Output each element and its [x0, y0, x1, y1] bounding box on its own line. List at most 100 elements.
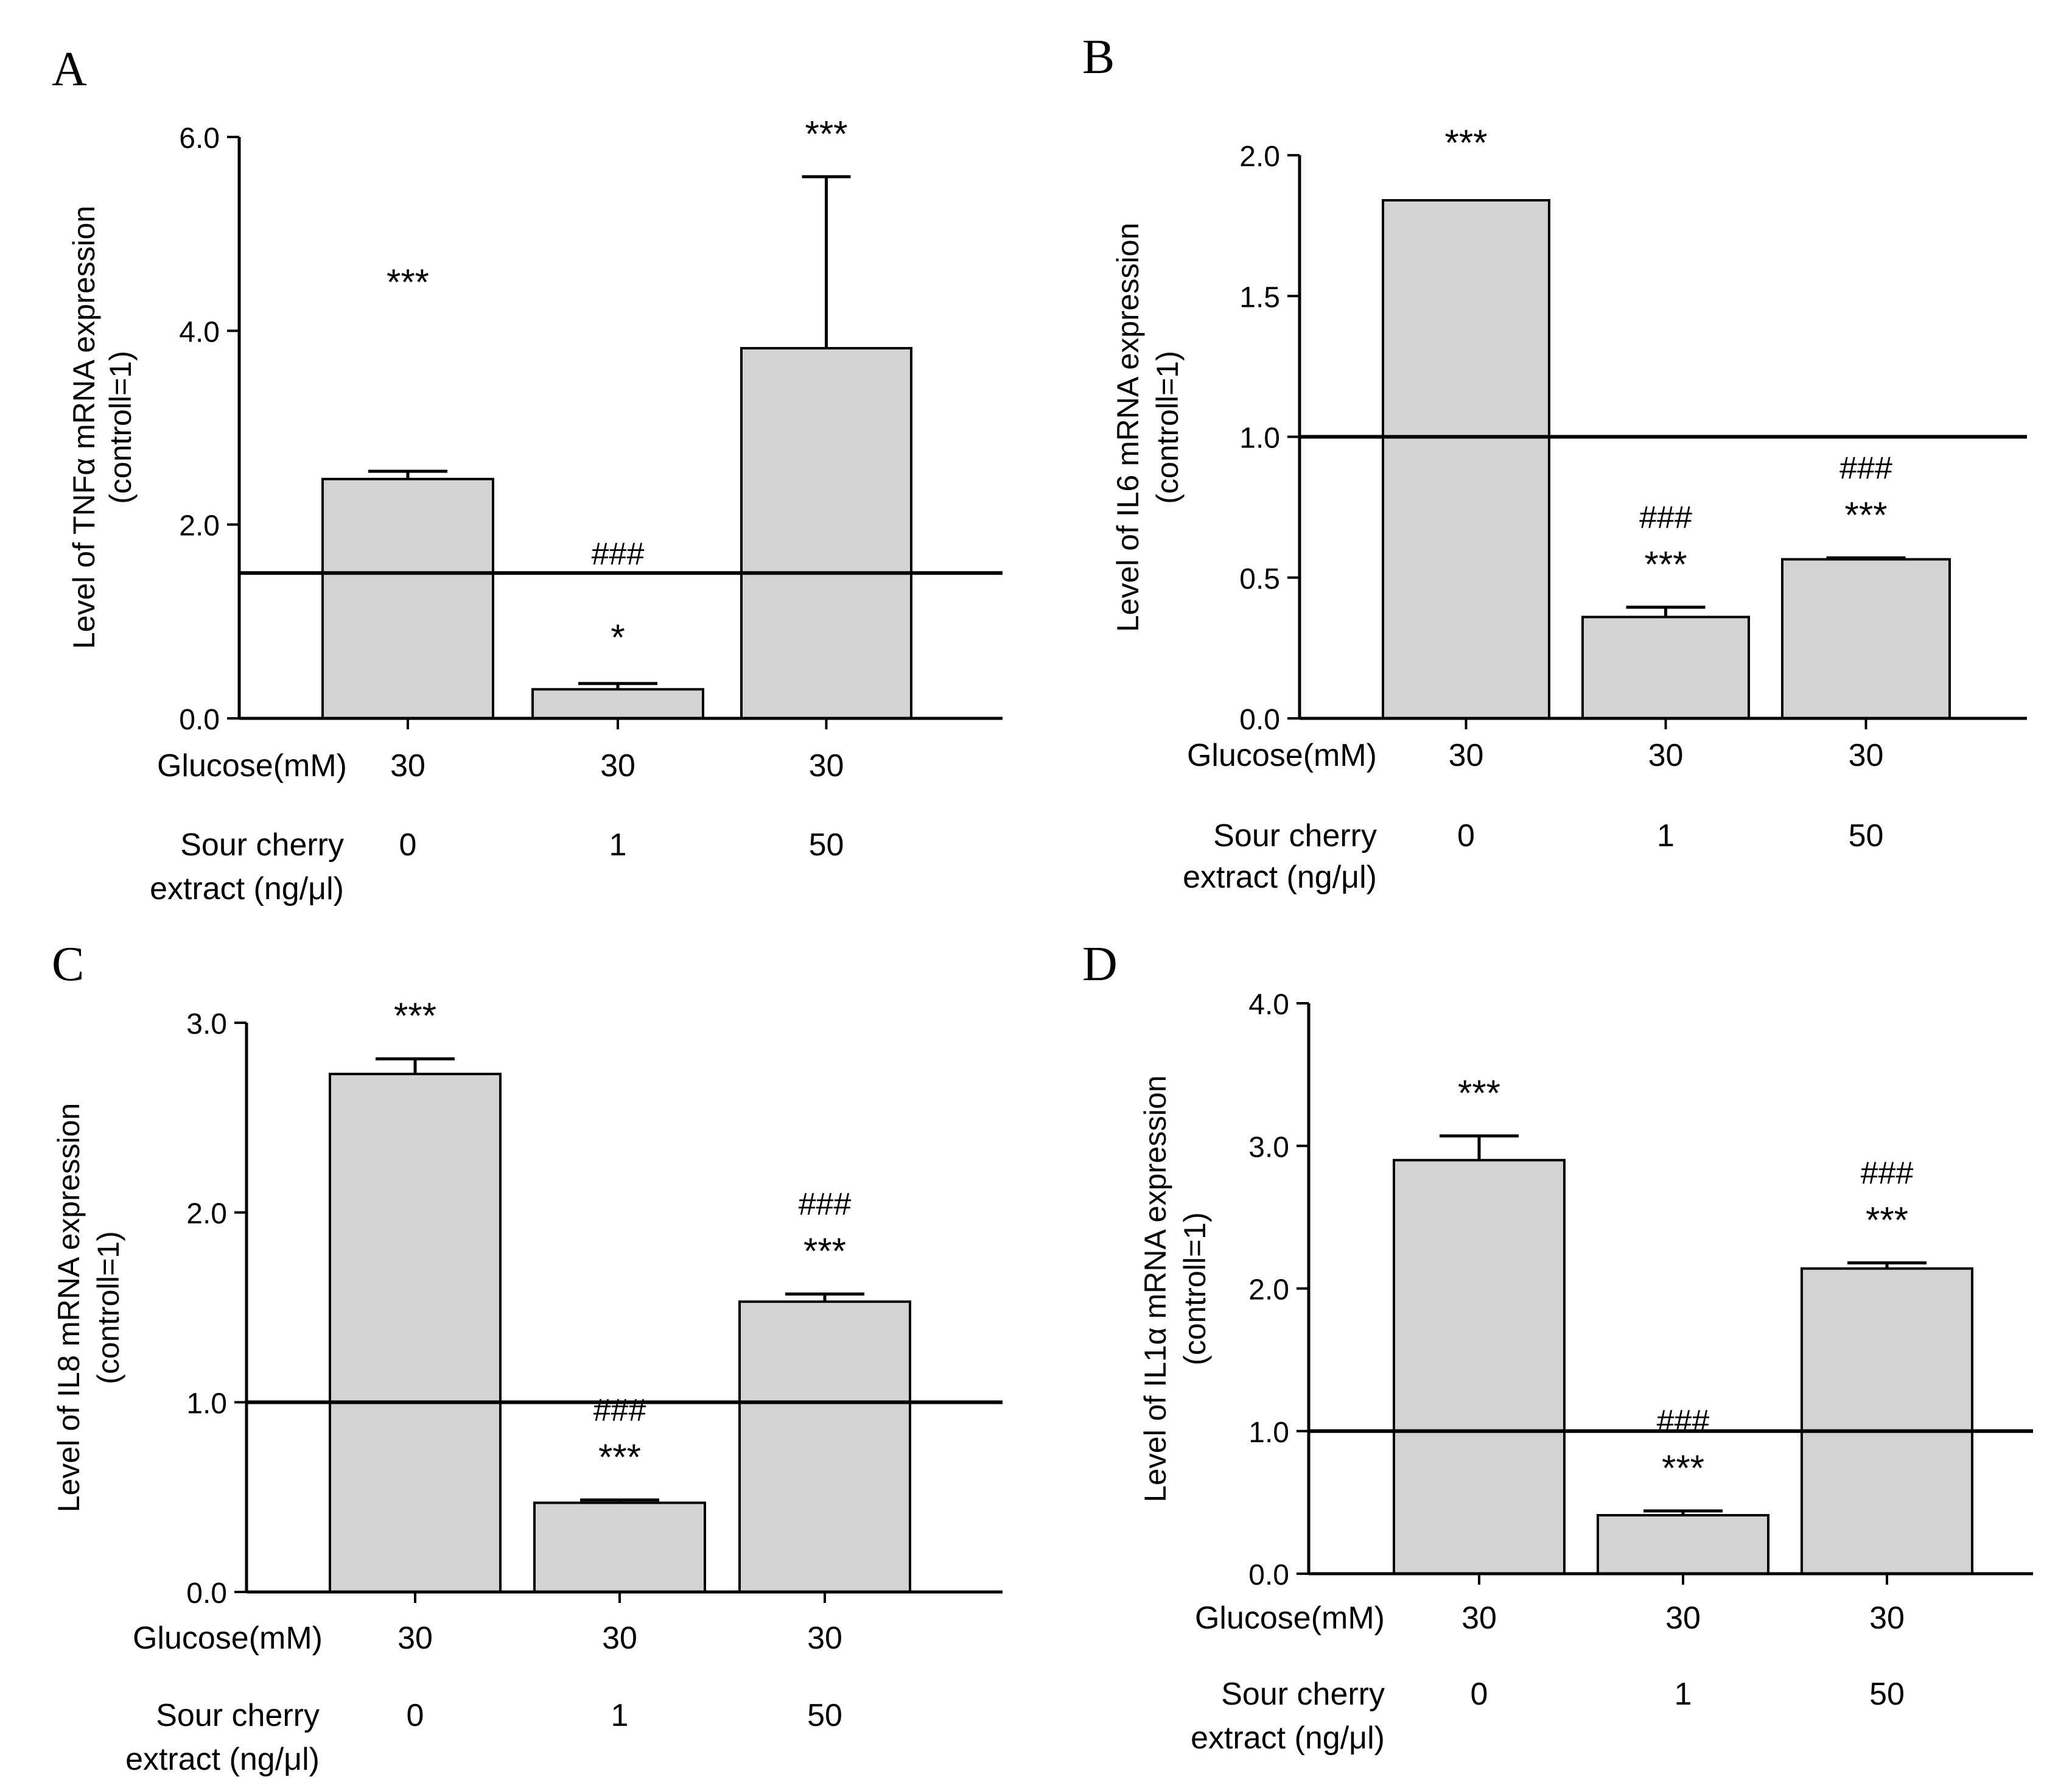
- row-label-extract: Sour cherry: [156, 1698, 320, 1733]
- y-tick-label: 2.0: [186, 1198, 227, 1230]
- row-label-glucose: Glucose(mM): [157, 748, 347, 784]
- glucose-value: 30: [602, 1621, 637, 1656]
- row-label-extract-unit: extract (ng/μl): [150, 871, 344, 906]
- annotation-star: ***: [1866, 1199, 1908, 1240]
- y-tick-label: 1.0: [1239, 422, 1280, 455]
- extract-value: 50: [1849, 818, 1884, 854]
- y-tick-label: 0.0: [1248, 1559, 1289, 1591]
- panel-letter: B: [1082, 30, 1115, 84]
- y-axis-label: Level of IL6 mRNA expression: [1111, 223, 1145, 633]
- row-label-glucose: Glucose(mM): [1195, 1600, 1385, 1636]
- extract-value: 50: [809, 827, 844, 863]
- bar: [1393, 1159, 1566, 1576]
- glucose-value: 30: [1461, 1600, 1497, 1636]
- glucose-value: 30: [1849, 738, 1884, 773]
- annotation-hash: ###: [1657, 1404, 1710, 1439]
- bar: [740, 346, 912, 720]
- annotation-hash: ###: [593, 1393, 646, 1428]
- y-tick-label: 3.0: [1248, 1131, 1289, 1163]
- y-tick-label: 1.5: [1239, 281, 1280, 314]
- annotation-star: ***: [1644, 544, 1687, 584]
- row-label-extract: Sour cherry: [1221, 1677, 1385, 1712]
- y-axis-label: Level of IL8 mRNA expression: [52, 1103, 86, 1513]
- extract-value: 1: [1657, 818, 1675, 854]
- bar: [329, 1073, 502, 1593]
- bar: [1382, 199, 1550, 720]
- annotation-hash: ###: [799, 1187, 852, 1222]
- annotation-hash: ###: [1839, 451, 1892, 486]
- annotation-star: ***: [1662, 1448, 1704, 1488]
- extract-value: 0: [407, 1698, 424, 1733]
- row-label-extract-unit: extract (ng/μl): [125, 1742, 320, 1777]
- y-tick-label: 2.0: [1248, 1274, 1289, 1306]
- annotation-star: ***: [1444, 122, 1487, 163]
- row-label-extract-unit: extract (ng/μl): [1183, 860, 1377, 895]
- chart-panel-b: B *** 30 0 *** ### 30 1 *** ### 30 50 0.0 0.5 1.0 1.5 2.…: [1082, 30, 2027, 895]
- bar: [533, 1501, 706, 1593]
- glucose-value: 30: [807, 1621, 842, 1656]
- extract-value: 0: [399, 827, 417, 863]
- bar: [531, 688, 704, 720]
- y-tick-label: 0.0: [186, 1577, 227, 1610]
- bar: [1597, 1513, 1769, 1576]
- panel-letter: D: [1082, 938, 1118, 991]
- row-label-glucose: Glucose(mM): [1187, 738, 1377, 773]
- glucose-value: 30: [1665, 1600, 1701, 1636]
- annotation-star: ***: [387, 262, 429, 303]
- annotation-star: ***: [1844, 494, 1887, 535]
- bar: [321, 477, 494, 720]
- glucose-value: 30: [397, 1621, 433, 1656]
- extract-value: 1: [611, 1698, 629, 1733]
- y-tick-label: 1.0: [186, 1387, 227, 1420]
- annotation-hash: ###: [1639, 500, 1692, 535]
- y-axis-label-unit: (controll=1): [103, 351, 138, 504]
- extract-value: 0: [1471, 1677, 1488, 1712]
- row-label-extract-unit: extract (ng/μl): [1191, 1720, 1385, 1756]
- chart-panel-a: A *** 30 0 * ### 30 1 *** 30 50 0.0 2.0 4.0 6.0 Glucose…: [52, 43, 1003, 906]
- extract-value: 1: [609, 827, 627, 863]
- y-tick-label: 6.0: [179, 122, 220, 155]
- y-tick-label: 3.0: [186, 1008, 227, 1040]
- annotation-hash: ###: [592, 537, 645, 572]
- row-label-extract: Sour cherry: [1213, 818, 1377, 854]
- glucose-value: 30: [1648, 738, 1684, 773]
- bar: [738, 1300, 911, 1593]
- annotation-star: *: [611, 617, 625, 658]
- bar: [1581, 615, 1750, 720]
- y-tick-label: 0.5: [1239, 563, 1280, 595]
- bar: [1781, 558, 1951, 720]
- glucose-value: 30: [1449, 738, 1484, 773]
- y-axis-label-unit: (controll=1): [1178, 1212, 1212, 1366]
- panel-letter: C: [52, 938, 84, 991]
- chart-panel-d: D *** 30 0 *** ### 30 1 *** ### 30 50 0.0 1.0 2.0 3.0 4.…: [1082, 938, 2033, 1756]
- y-tick-label: 2.0: [179, 510, 220, 542]
- extract-value: 1: [1675, 1677, 1692, 1712]
- extract-value: 50: [807, 1698, 842, 1733]
- y-tick-label: 0.0: [1239, 704, 1280, 736]
- y-tick-label: 0.0: [179, 704, 220, 736]
- y-axis-label-unit: (controll=1): [91, 1231, 125, 1384]
- annotation-star: ***: [803, 1231, 846, 1272]
- y-axis-label: Level of IL1α mRNA expression: [1138, 1075, 1172, 1502]
- row-label-extract: Sour cherry: [180, 827, 344, 863]
- y-tick-label: 1.0: [1248, 1417, 1289, 1449]
- y-axis-label-unit: (controll=1): [1150, 351, 1185, 504]
- glucose-value: 30: [809, 748, 844, 784]
- bar: [1801, 1267, 1973, 1576]
- annotation-star: ***: [394, 995, 436, 1036]
- extract-value: 0: [1457, 818, 1475, 854]
- panel-letter: A: [52, 43, 87, 96]
- y-tick-label: 4.0: [1248, 989, 1289, 1021]
- y-axis-label: Level of TNFα mRNA expression: [67, 206, 101, 649]
- row-label-glucose: Glucose(mM): [133, 1621, 323, 1656]
- extract-value: 50: [1869, 1677, 1905, 1712]
- annotation-star: ***: [598, 1437, 641, 1478]
- glucose-value: 30: [1869, 1600, 1905, 1636]
- glucose-value: 30: [600, 748, 635, 784]
- annotation-star: ***: [1458, 1073, 1500, 1113]
- chart-panel-c: C *** 30 0 *** ### 30 1 *** ### 30 50 0.0 1.0 2.0 3.0 Gl…: [52, 938, 1003, 1777]
- annotation-hash: ###: [1861, 1155, 1914, 1191]
- glucose-value: 30: [390, 748, 425, 784]
- y-tick-label: 2.0: [1239, 141, 1280, 173]
